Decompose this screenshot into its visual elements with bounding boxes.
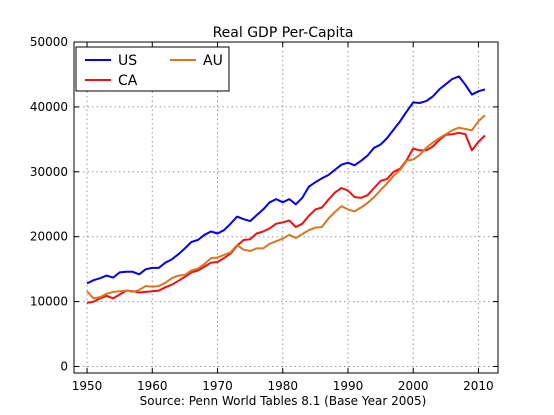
x-tick-label: 1970 <box>202 379 233 393</box>
x-tick-label: 2000 <box>398 379 429 393</box>
series-line-au <box>86 114 486 300</box>
y-tick-label: 0 <box>60 360 68 374</box>
y-tick-label: 20000 <box>30 230 68 244</box>
x-tick-label: 1950 <box>72 379 103 393</box>
plot-frame <box>73 41 499 374</box>
y-tick-label: 10000 <box>30 295 68 309</box>
x-tick-labels: 1950 1960 1970 1980 1990 2000 2010 <box>72 379 494 393</box>
series-line-us <box>86 75 486 285</box>
series-lines <box>86 75 486 304</box>
legend-box <box>75 46 230 92</box>
y-tick-label: 30000 <box>30 165 68 179</box>
y-tick-label: 50000 <box>30 35 68 49</box>
legend-label-ca: CA <box>118 73 138 89</box>
legend: US CA AU <box>75 46 230 92</box>
legend-entry-au: AU <box>170 53 223 69</box>
series-line-ca <box>86 131 486 304</box>
legend-label-au: AU <box>203 53 223 69</box>
y-tick-label: 40000 <box>30 100 68 114</box>
legend-entry-ca: CA <box>85 73 138 89</box>
y-tick-labels: 0 10000 20000 30000 40000 50000 <box>30 35 68 374</box>
x-tick-label: 1990 <box>333 379 364 393</box>
x-axis-label: Source: Penn World Tables 8.1 (Base Year… <box>140 394 427 408</box>
x-tick-label: 2010 <box>463 379 494 393</box>
legend-entry-us: US <box>85 53 137 69</box>
axis-ticks <box>74 41 498 373</box>
legend-label-us: US <box>118 53 137 69</box>
chart-title: Real GDP Per-Capita <box>213 25 354 41</box>
x-tick-label: 1980 <box>267 379 298 393</box>
x-tick-label: 1960 <box>137 379 168 393</box>
